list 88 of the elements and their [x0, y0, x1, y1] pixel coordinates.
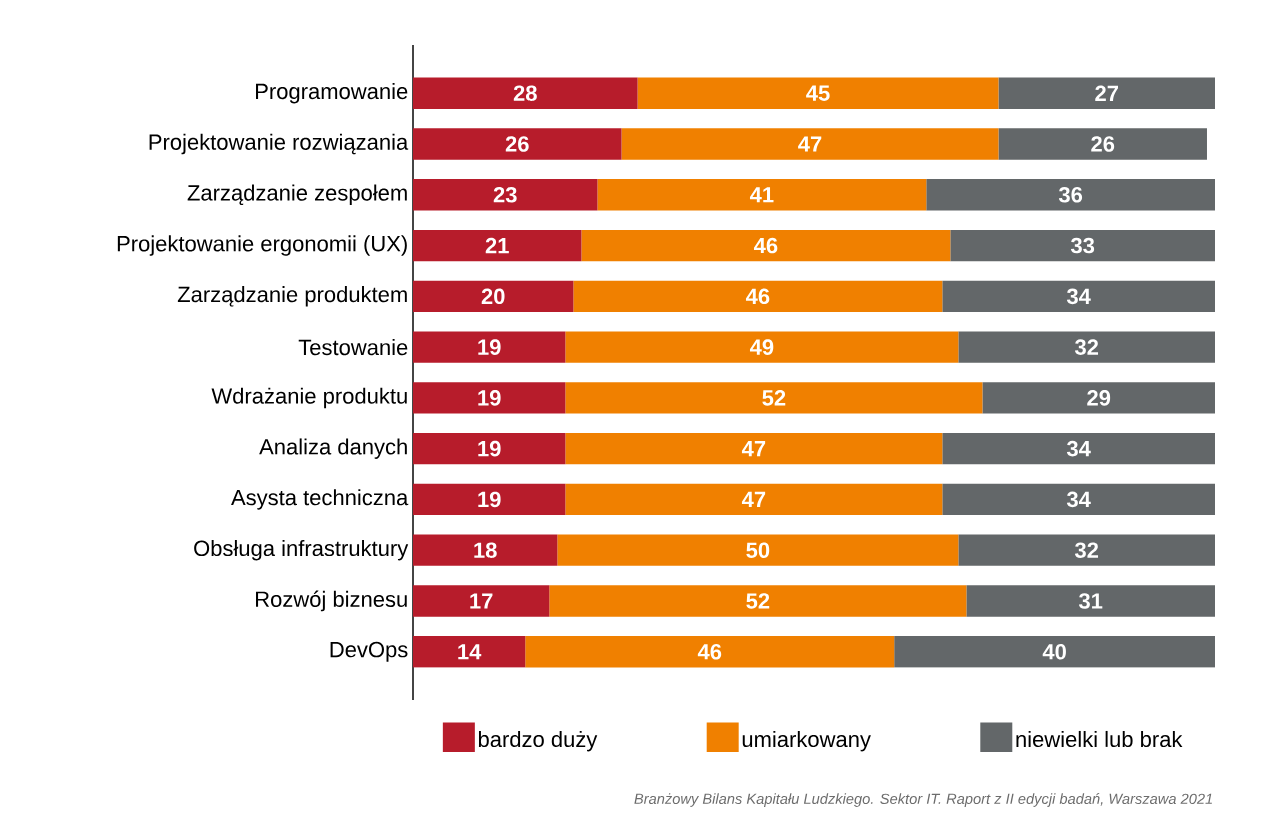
data-label: 26	[1091, 136, 1115, 152]
bar	[565, 432, 943, 465]
data-label: 47	[798, 136, 822, 152]
y-tick-label: Zarządzanie zespołem	[187, 184, 407, 206]
data-label: 33	[1070, 237, 1095, 254]
bar	[413, 128, 622, 160]
legend-label: bardzo duży	[478, 730, 598, 752]
legend-label: niewielki lub brak	[1016, 730, 1183, 748]
text: Branżowy Bilans Kapitału Ludzkiego. Sektor IT. Raport z II edycji badań, Warszawa 2021	[634, 793, 1212, 807]
y-tick-label: DevOps	[330, 641, 408, 662]
data-label: 46	[745, 288, 770, 305]
bar	[637, 77, 999, 109]
data-label: 19	[478, 390, 501, 406]
data-label: 20	[481, 288, 505, 305]
data-label: 29	[1087, 390, 1111, 406]
bar	[942, 483, 1215, 516]
bar	[413, 534, 558, 566]
bar	[950, 229, 1215, 262]
data-label: 23	[493, 186, 517, 203]
data-label: 34	[1066, 440, 1091, 457]
data-label: 45	[806, 85, 830, 101]
y-tick-label: Analiza danych	[259, 438, 407, 459]
y-tick-label: Rozwój biznesu	[256, 590, 407, 612]
bar	[982, 382, 1215, 414]
bar	[621, 128, 999, 160]
data-label: 36	[1058, 186, 1083, 203]
y-tick-label: Projektowanie rozwiązania	[149, 133, 409, 155]
data-label: 49	[749, 339, 774, 355]
data-label: 34	[1066, 288, 1091, 305]
y-tick-label: Wdrażanie produktu	[211, 387, 407, 409]
y-tick-label: Projektowanie ergonomii (UX)	[117, 235, 407, 256]
data-label: 31	[1078, 593, 1103, 609]
bar	[581, 229, 951, 262]
bar	[413, 77, 638, 109]
bar	[413, 432, 566, 465]
data-label: 26	[505, 136, 529, 152]
data-label: 47	[741, 441, 766, 457]
bar	[413, 483, 566, 516]
data-label: 18	[474, 542, 497, 558]
data-label: 46	[697, 643, 722, 660]
data-label: 41	[749, 187, 774, 203]
bar	[413, 229, 582, 262]
bar	[413, 331, 566, 363]
bar	[942, 280, 1215, 312]
legend-label: umiarkowany	[742, 730, 871, 752]
data-label: 40	[1042, 643, 1066, 660]
bar	[413, 382, 566, 414]
bar	[413, 280, 574, 312]
bar	[958, 534, 1215, 566]
data-label: 14	[458, 644, 482, 660]
data-label: 32	[1074, 339, 1099, 355]
bar	[998, 128, 1207, 160]
data-label: 52	[746, 593, 770, 609]
bar	[413, 585, 550, 617]
data-label: 27	[1095, 85, 1118, 101]
bar	[926, 179, 1215, 211]
bar	[413, 179, 598, 211]
bar	[573, 280, 943, 312]
bar	[565, 483, 943, 516]
data-label: 17	[470, 593, 493, 609]
data-label: 47	[741, 491, 766, 507]
bar	[966, 585, 1215, 617]
bar	[565, 382, 983, 414]
data-label: 19	[478, 440, 501, 457]
y-tick-label: Programowanie	[256, 82, 408, 104]
bar	[565, 331, 959, 363]
data-label: 52	[762, 390, 786, 406]
y-tick-label: Asysta techniczna	[231, 489, 409, 510]
y-tick-label: Zarządzanie produktem	[177, 286, 407, 307]
y-tick-label: Obsługa infrastruktury	[194, 539, 409, 561]
data-label: 19	[478, 339, 501, 355]
data-label: 50	[746, 542, 770, 558]
y-tick-label: Testowanie	[298, 339, 408, 356]
bar	[597, 179, 927, 211]
bar	[549, 585, 967, 617]
bar	[557, 534, 959, 566]
data-label: 28	[513, 85, 537, 101]
data-label: 34	[1066, 491, 1091, 508]
bar	[998, 77, 1215, 109]
data-label: 32	[1074, 542, 1099, 559]
data-label: 21	[485, 237, 509, 254]
bar	[413, 636, 526, 668]
bar	[525, 636, 895, 668]
bar	[942, 432, 1215, 465]
data-label: 19	[478, 491, 501, 508]
bar	[958, 331, 1215, 363]
bar	[894, 636, 1215, 668]
data-label: 46	[753, 237, 778, 254]
